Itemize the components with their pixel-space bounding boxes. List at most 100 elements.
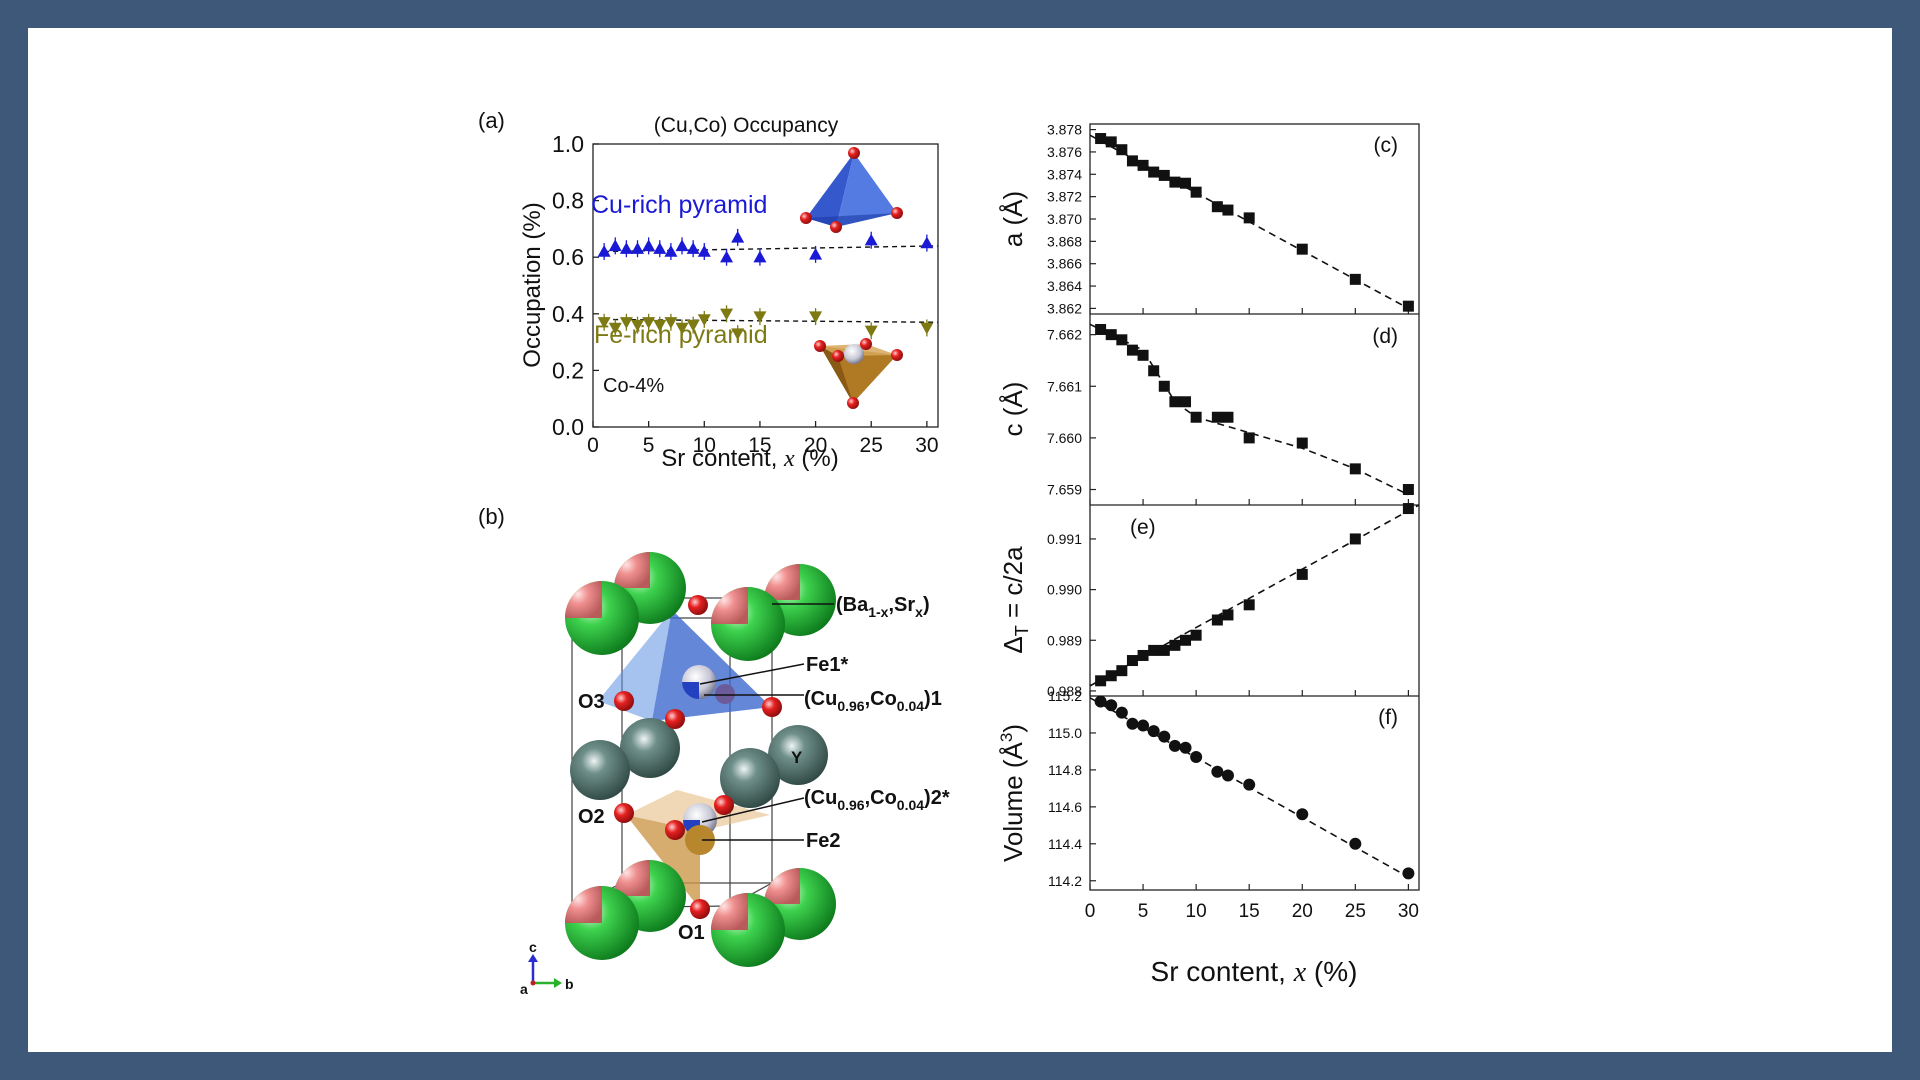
panel-a-ylabel: Occupation (%): [519, 202, 546, 367]
panel-d-ylabel: c (Å): [998, 382, 1028, 437]
axis-c-label: c: [529, 939, 537, 955]
panel-f-tag: (f): [1378, 706, 1398, 729]
data-point: [1095, 675, 1107, 687]
cu-rich-point: [864, 233, 878, 246]
panel-a-y-tick-label: 0.4: [552, 301, 584, 327]
data-point: [1137, 159, 1149, 171]
panel-a-plot-frame: [592, 143, 939, 428]
axis-b-label: b: [565, 976, 574, 992]
data-point: [1148, 166, 1160, 178]
fe-rich-point: [920, 322, 934, 335]
cu-rich-point: [686, 242, 700, 254]
fe-rich-point: [608, 322, 622, 335]
y-atoms: [570, 718, 828, 808]
panel-a: (a) (Cu,Co) Occupancy 0 5 10 15 20 25 30 0.0 0.2…: [478, 108, 939, 472]
o1-label: O1: [678, 922, 705, 944]
panel-d-tag: (d): [1372, 325, 1398, 348]
data-point: [1116, 334, 1128, 346]
panel-a-fit-lines: [604, 245, 939, 323]
panel-e-tag: (e): [1130, 516, 1156, 539]
metal-atoms: [682, 665, 735, 855]
o3-label: O3: [578, 691, 605, 713]
cu-rich-point: [809, 247, 823, 260]
cu-rich-point: [664, 245, 678, 257]
y-tick-label: 115.0: [1048, 725, 1082, 741]
data-point: [1126, 344, 1138, 356]
volume-point: [1168, 739, 1181, 752]
y-tick-label: 3.866: [1047, 256, 1082, 272]
y-atom-label: Y: [791, 748, 803, 767]
panel-b-tag: (b): [478, 504, 505, 529]
volume-point: [1179, 741, 1192, 754]
fe-rich-point: [664, 317, 678, 329]
data-point: [1402, 484, 1414, 496]
volume-point: [1115, 706, 1128, 719]
data-point: [1190, 411, 1202, 423]
leader-lines: [699, 603, 834, 841]
fe1-label: Fe1*: [806, 654, 848, 676]
y-tick-label: 0.991: [1047, 531, 1082, 547]
volume-point: [1190, 750, 1203, 763]
fe-rich-point: [753, 311, 767, 324]
panel-a-y-tick-label: 0.0: [552, 414, 584, 440]
slide: (a) (Cu,Co) Occupancy 0 5 10 15 20 25 30 0.0 0.2…: [28, 28, 1892, 1052]
x-tick-label: 25: [1345, 901, 1366, 922]
panel-a-x-tick-label: 5: [643, 434, 655, 457]
panel-a-y-tick-label: 1.0: [552, 131, 584, 157]
cu-rich-point: [731, 230, 745, 243]
structure-labels: (Ba1-x,Srx) Fe1* (Cu0.96,Co0.04)1 (Cu0.9…: [578, 594, 950, 944]
data-point: [1116, 665, 1128, 677]
data-point: [1349, 273, 1361, 285]
x-tick-label: 20: [1292, 901, 1313, 922]
panel-a-title: (Cu,Co) Occupancy: [654, 114, 839, 137]
data-point: [1211, 201, 1223, 213]
y-tick-label: 3.864: [1047, 278, 1082, 294]
panel-e-ylabel: ΔT = c/2a: [998, 546, 1032, 654]
y-tick-label: 3.874: [1047, 166, 1082, 182]
cu-rich-point: [697, 245, 711, 257]
cu2-label: (Cu0.96,Co0.04)2*: [804, 787, 950, 813]
data-point: [1158, 644, 1170, 656]
volume-point: [1402, 867, 1415, 880]
composition-label: Co-4%: [603, 375, 664, 397]
fe-rich-point: [864, 325, 878, 338]
y-tick-label: 114.6: [1048, 799, 1082, 815]
data-point: [1169, 396, 1181, 408]
data-point: [1116, 144, 1128, 156]
panels-c-f-fit-lines: [1089, 134, 1420, 878]
volume-point: [1147, 725, 1160, 738]
fe-rich-point: [809, 311, 823, 324]
data-point: [1349, 533, 1361, 545]
volume-point: [1105, 699, 1118, 712]
data-point: [1402, 503, 1414, 515]
cu-rich-point: [608, 239, 622, 252]
fe-rich-point: [653, 319, 667, 332]
cu-rich-point: [631, 242, 645, 254]
y-tick-label: 3.870: [1047, 211, 1082, 227]
volume-point: [1094, 695, 1107, 708]
cu-rich-label: Cu-rich pyramid: [591, 191, 767, 219]
panels-c-f-marks: [1094, 133, 1415, 880]
data-point: [1222, 204, 1234, 216]
fe-rich-point: [686, 319, 700, 332]
data-point: [1158, 380, 1170, 392]
y-tick-label: 3.872: [1047, 189, 1082, 205]
cu-pyramid-icon: [800, 147, 903, 233]
panel-a-x-tick-label: 20: [804, 434, 827, 457]
volume-point: [1211, 765, 1224, 778]
fe-rich-point: [597, 317, 611, 329]
data-point: [1222, 609, 1234, 621]
y-tick-label: 0.989: [1047, 632, 1082, 648]
y-tick-label: 3.862: [1047, 300, 1082, 316]
data-point: [1148, 365, 1160, 377]
data-point: [1180, 634, 1192, 646]
data-point: [1169, 176, 1181, 188]
y-tick-label: 115.2: [1048, 688, 1082, 704]
panel-a-tag: (a): [478, 108, 505, 133]
axes-triad: c a b: [520, 939, 574, 997]
y-tick-label: 7.661: [1047, 378, 1082, 394]
volume-point: [1243, 778, 1256, 791]
ba-sr-atoms-front: [565, 581, 785, 967]
y-tick-label: 7.660: [1047, 430, 1082, 446]
cu-rich-point: [753, 250, 767, 263]
